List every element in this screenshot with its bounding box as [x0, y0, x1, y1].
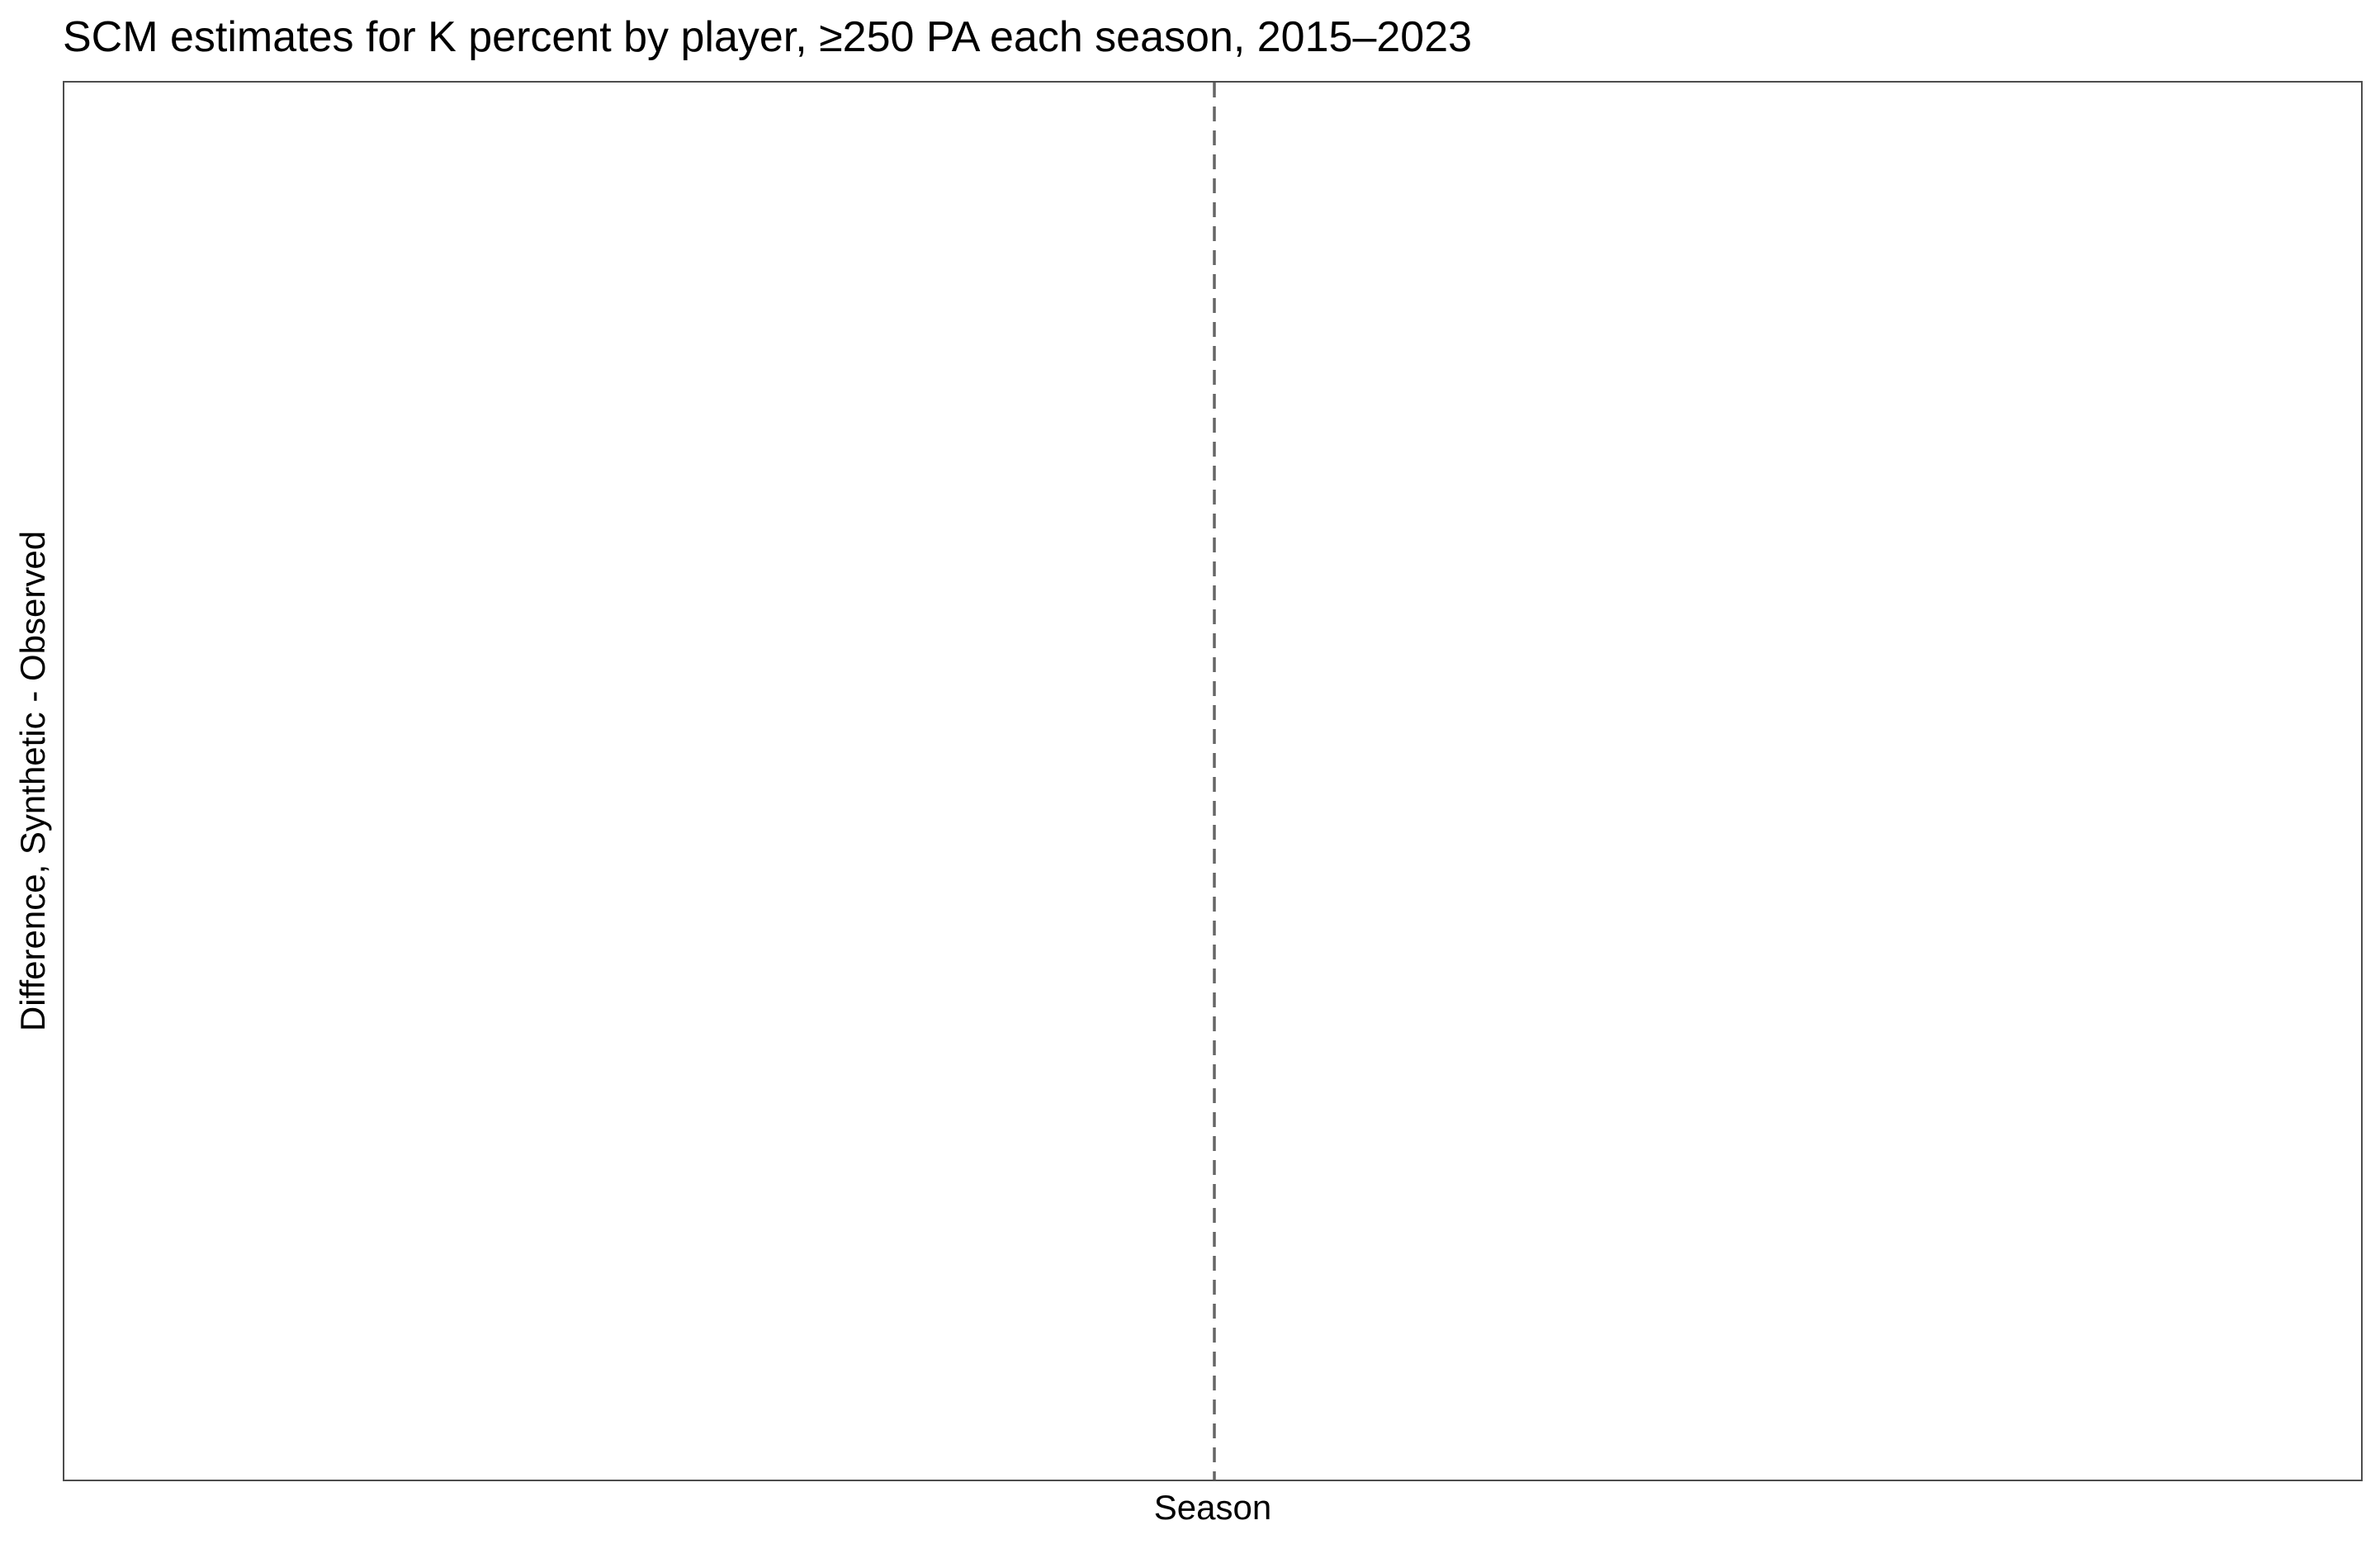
- chart-title: SCM estimates for K percent by player, ≥…: [63, 13, 1473, 61]
- y-axis-label: Difference, Synthetic - Observed: [13, 530, 52, 1032]
- plot-panel: [63, 81, 2363, 1481]
- x-axis-label: Season: [1153, 1488, 1272, 1527]
- plot-area: [1213, 83, 1216, 1480]
